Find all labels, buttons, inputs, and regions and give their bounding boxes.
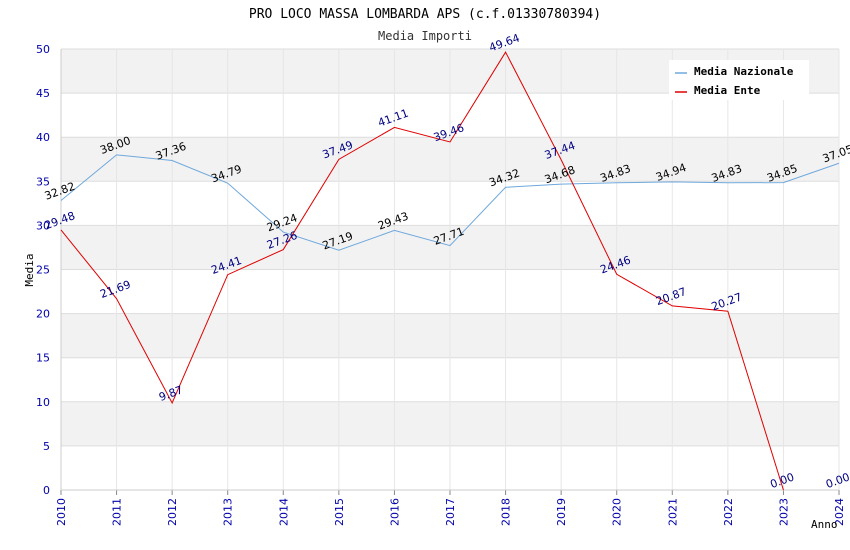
x-tick-label: 2022 <box>722 498 735 526</box>
x-tick-label: 2010 <box>55 498 68 526</box>
series-line-media-ente <box>60 51 784 491</box>
y-tick-label: 0 <box>43 484 50 497</box>
y-tick-label: 30 <box>36 219 50 232</box>
y-tick-label: 15 <box>36 352 50 365</box>
axes: 0 5 10 15 20 25 30 35 40 45 50 2010 2011 2012 2013 2014… <box>36 43 846 526</box>
y-tick-label: 35 <box>36 175 50 188</box>
x-tick-label: 2014 <box>277 498 290 526</box>
x-axis-title: Anno <box>811 518 838 531</box>
x-tick-label: 2018 <box>500 498 513 526</box>
x-tick-label: 2019 <box>555 498 568 526</box>
x-tick-label: 2013 <box>222 498 235 526</box>
series-layer <box>60 51 840 491</box>
chart-title: PRO LOCO MASSA LOMBARDA APS (c.f.0133078… <box>249 7 601 22</box>
y-tick-label: 45 <box>36 87 50 100</box>
y-axis-title: Media <box>23 253 36 286</box>
y-tick-label: 40 <box>36 131 50 144</box>
y-tick-label: 20 <box>36 308 50 321</box>
x-tick-label: 2021 <box>666 498 679 526</box>
x-tick-label: 2024 <box>833 498 846 526</box>
x-tick-label: 2015 <box>333 498 346 526</box>
x-tick-label: 2016 <box>388 498 401 526</box>
y-tick-label: 10 <box>36 396 50 409</box>
x-tick-label: 2020 <box>611 498 624 526</box>
x-tick-label: 2012 <box>166 498 179 526</box>
y-tick-label: 50 <box>36 43 50 56</box>
chart-subtitle: Media Importi <box>378 29 472 43</box>
x-tick-label: 2017 <box>444 498 457 526</box>
legend-label-media-ente: Media Ente <box>694 84 761 97</box>
series-line-media-nazionale <box>60 154 840 251</box>
x-tick-label: 2011 <box>111 498 124 526</box>
y-tick-label: 5 <box>43 440 50 453</box>
y-tick-label: 25 <box>36 264 50 277</box>
x-tick-label: 2023 <box>777 498 790 526</box>
legend-label-media-nazionale: Media Nazionale <box>694 65 794 78</box>
grid-lines <box>60 48 840 491</box>
legend-box <box>669 60 809 100</box>
legend: Media Nazionale Media Ente <box>669 60 809 100</box>
